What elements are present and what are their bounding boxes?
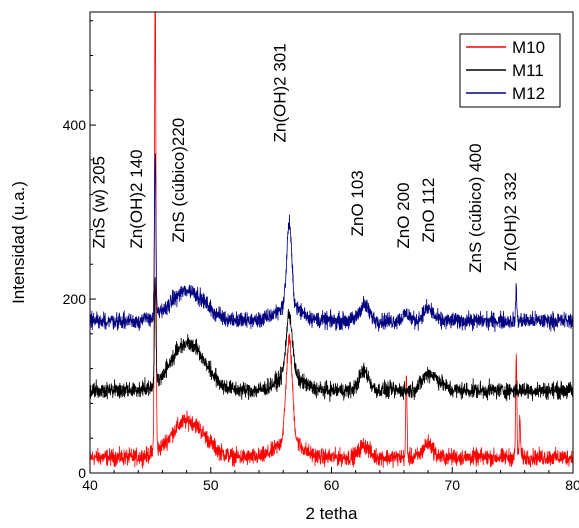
x-tick-label: 60 (324, 477, 340, 493)
x-tick-label: 80 (565, 477, 579, 493)
series-line-m10 (90, 12, 573, 469)
peak-annotation: ZnS (w) 205 (90, 156, 109, 249)
peak-annotation: ZnS (cúbico) 400 (466, 143, 485, 272)
peak-annotation: Zn(OH)2 301 (271, 43, 290, 142)
y-axis-title: Intensidad (u.a.) (9, 181, 28, 304)
peak-annotation: ZnO 103 (348, 170, 367, 236)
ticks-layer: 40 50 60 70 80 0 200 400 (63, 20, 579, 493)
legend-label-m12: M12 (512, 84, 545, 103)
legend-label-m10: M10 (512, 38, 545, 57)
series-line-m12 (90, 153, 573, 333)
peak-annotation: ZnS (cúbico)220 (169, 118, 188, 243)
x-tick-label: 70 (444, 477, 460, 493)
peak-annotation: ZnO 200 (394, 182, 413, 248)
peak-annotation: Zn(OH)2 140 (127, 149, 146, 248)
y-tick-label: 400 (63, 117, 87, 133)
y-tick-label: 200 (63, 291, 87, 307)
x-tick-label: 40 (82, 477, 98, 493)
peak-annotation: Zn(OH)2 332 (501, 172, 520, 271)
y-tick-label: 0 (78, 465, 86, 481)
x-tick-label: 50 (203, 477, 219, 493)
series-line-m11 (90, 277, 573, 402)
annotations-layer: ZnS (w) 205 Zn(OH)2 140 ZnS (cúbico)220 Zn(… (90, 43, 521, 273)
series-layer (90, 12, 573, 469)
legend-label-m11: M11 (512, 61, 544, 80)
x-axis-title: 2 tetha (306, 504, 359, 523)
legend: M10 M11 M12 (459, 33, 561, 108)
peak-annotation: ZnO 112 (419, 178, 438, 243)
